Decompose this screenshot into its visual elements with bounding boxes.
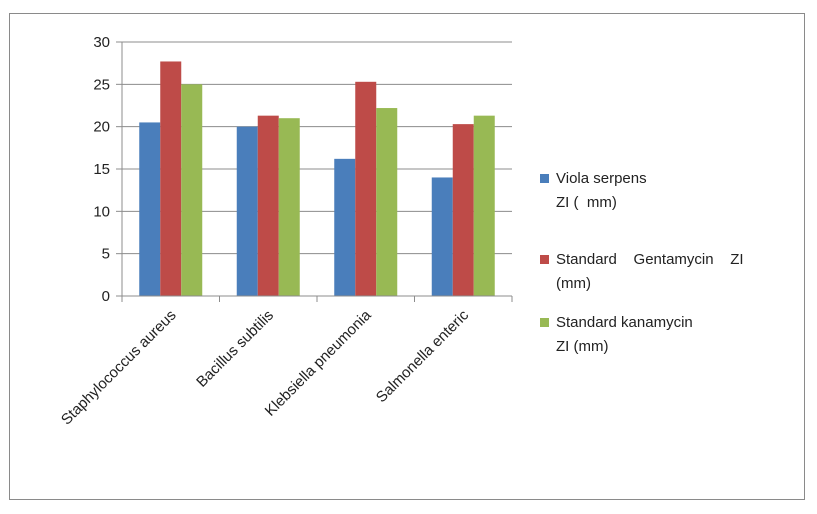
bar xyxy=(473,115,495,296)
bar xyxy=(431,177,453,296)
legend-label: Standard Gentamycin ZI xyxy=(556,251,744,268)
legend-entry: Standard Gentamycin ZI (mm) xyxy=(540,251,744,292)
bar xyxy=(278,118,300,296)
legend-swatch xyxy=(540,318,549,327)
bar xyxy=(236,126,258,297)
legend-label: Viola serpens xyxy=(556,170,647,187)
y-tick-label: 15 xyxy=(93,161,110,178)
bar xyxy=(334,158,356,296)
legend-label: Standard kanamycin xyxy=(556,314,693,331)
y-tick-label: 10 xyxy=(93,203,110,220)
legend-entry: Standard kanamycin ZI (mm) xyxy=(540,314,693,355)
legend-entry: Viola serpens ZI ( mm) xyxy=(540,170,647,211)
bar-chart: 0 5 10 15 20 25 30 Staphylococcus aureus Bacill… xyxy=(58,34,744,428)
legend-label: ZI (mm) xyxy=(556,338,608,355)
bar xyxy=(376,108,398,296)
y-tick-label: 0 xyxy=(102,288,110,305)
y-axis-ticks: 0 5 10 15 20 25 30 xyxy=(93,34,122,305)
x-category-label: Bacillus subtilis xyxy=(193,307,277,391)
y-tick-label: 20 xyxy=(93,119,110,136)
legend-swatch xyxy=(540,255,549,264)
bars xyxy=(139,61,495,297)
bar xyxy=(181,84,203,296)
x-category-label: Salmonella enteric xyxy=(373,306,473,406)
bar xyxy=(139,122,161,296)
bar xyxy=(160,61,182,297)
x-category-label: Staphylococcus aureus xyxy=(58,307,180,429)
legend: Viola serpens ZI ( mm) Standard Gentamycin… xyxy=(540,170,744,355)
bar xyxy=(257,115,279,296)
bar xyxy=(355,81,377,296)
legend-swatch xyxy=(540,174,549,183)
y-tick-label: 30 xyxy=(93,34,110,51)
legend-label: (mm) xyxy=(556,275,591,292)
bar xyxy=(452,124,474,296)
y-tick-label: 25 xyxy=(93,76,110,93)
y-tick-label: 5 xyxy=(102,246,110,263)
x-axis-categories: Staphylococcus aureus Bacillus subtilisKl… xyxy=(58,306,473,428)
chart-frame: 0 5 10 15 20 25 30 Staphylococcus aureus Bacill… xyxy=(9,13,805,500)
x-category-label: Klebsiella pneumonia xyxy=(262,306,375,419)
legend-label: ZI ( mm) xyxy=(556,194,617,211)
